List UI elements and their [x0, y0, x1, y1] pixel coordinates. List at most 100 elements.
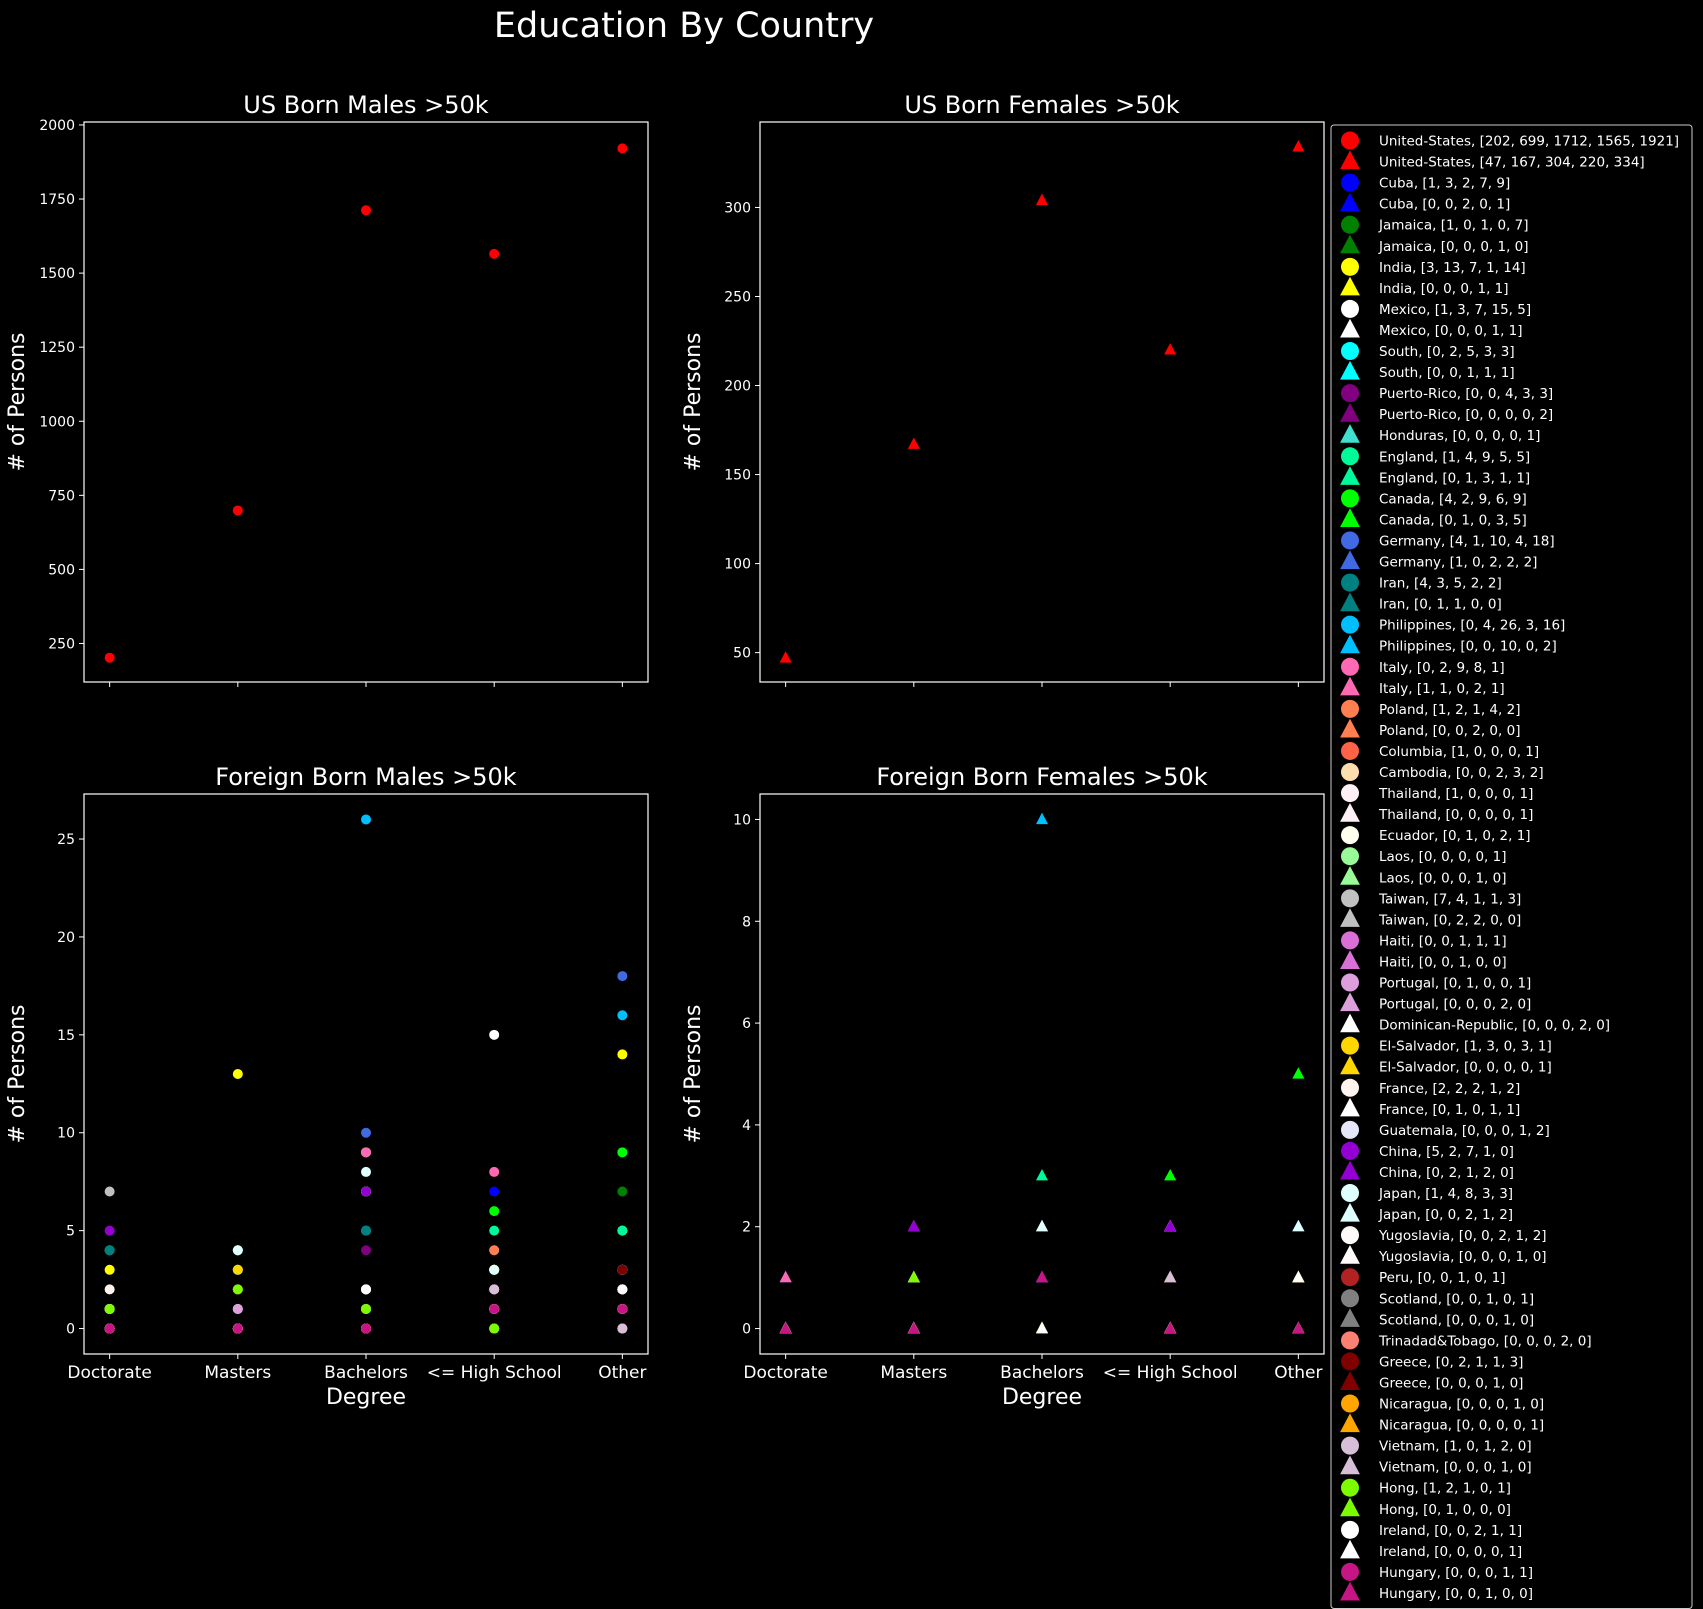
- legend-entry: Taiwan, [0, 2, 2, 0, 0]: [1340, 908, 1521, 928]
- point-vietnam: [489, 1284, 500, 1295]
- y-tick-label: 250: [48, 636, 75, 652]
- legend-circle-icon: [1341, 531, 1359, 550]
- y-tick-label: 10: [733, 812, 751, 828]
- y-tick-label: 50: [733, 646, 751, 662]
- point-united-states: [232, 505, 243, 516]
- y-tick-label: 15: [57, 1028, 75, 1044]
- legend-label: Taiwan, [0, 2, 2, 0, 0]: [1378, 912, 1521, 928]
- point-philippines: [361, 814, 371, 825]
- legend-circle-icon: [1341, 615, 1359, 634]
- legend-entry: Hungary, [0, 0, 1, 0, 0]: [1340, 1581, 1533, 1602]
- legend-entry: France, [2, 2, 2, 1, 2]: [1341, 1078, 1520, 1097]
- legend-label: Hong, [0, 1, 0, 0, 0]: [1379, 1502, 1511, 1518]
- legend-entry: Laos, [0, 0, 0, 0, 1]: [1341, 847, 1506, 866]
- legend-circle-icon: [1341, 1268, 1359, 1287]
- legend-triangle-icon: [1340, 1160, 1360, 1180]
- legend-entry: Haiti, [0, 0, 1, 0, 0]: [1340, 950, 1507, 970]
- legend-entry: Nicaragua, [0, 0, 0, 1, 0]: [1341, 1394, 1544, 1413]
- point-hungary: [779, 1321, 792, 1334]
- legend-circle-icon: [1341, 1184, 1359, 1203]
- legend-circle-icon: [1341, 931, 1359, 950]
- x-tick-label: <= High School: [1103, 1363, 1238, 1383]
- legend-label: Trinadad&Tobago, [0, 0, 0, 2, 0]: [1378, 1333, 1592, 1349]
- legend-circle-icon: [1341, 1562, 1359, 1581]
- legend-label: Greece, [0, 2, 1, 1, 3]: [1379, 1354, 1523, 1370]
- point-hungary: [361, 1323, 371, 1334]
- point-ireland: [1292, 1270, 1305, 1283]
- point-taiwan: [104, 1186, 115, 1197]
- legend-label: Vietnam, [1, 0, 1, 2, 0]: [1379, 1439, 1532, 1455]
- legend-circle-icon: [1341, 763, 1359, 782]
- legend-triangle-icon: [1340, 1245, 1360, 1264]
- point-england: [617, 1225, 628, 1236]
- legend-triangle-icon: [1340, 1371, 1360, 1390]
- x-tick-label: Doctorate: [743, 1363, 827, 1383]
- x-tick-label: Doctorate: [67, 1363, 151, 1383]
- legend-entry: England, [1, 4, 9, 5, 5]: [1341, 447, 1530, 466]
- legend-label: England, [1, 4, 9, 5, 5]: [1379, 449, 1530, 465]
- legend-entry: United-States, [47, 167, 304, 220, 334]: [1340, 150, 1645, 171]
- point-united-states: [907, 437, 920, 449]
- legend-triangle-icon: [1340, 1097, 1360, 1117]
- panel-4: Foreign Born Females >50k 0 2 4 6 8 10 Doctorat…: [681, 763, 1325, 1410]
- point-united-states: [104, 652, 115, 663]
- legend-label: Japan, [0, 0, 2, 1, 2]: [1378, 1207, 1513, 1223]
- x-axis-label: Degree: [1002, 1385, 1082, 1410]
- legend-circle-icon: [1341, 299, 1359, 318]
- panel-3: Foreign Born Males >50k 0 5 10 15 20 25 Doctora…: [5, 763, 649, 1410]
- legend-entry: Cuba, [0, 0, 2, 0, 1]: [1340, 192, 1510, 213]
- legend-entry: Jamaica, [1, 0, 1, 0, 7]: [1341, 215, 1529, 234]
- legend-label: Portugal, [0, 1, 0, 0, 1]: [1379, 976, 1531, 992]
- legend-circle-icon: [1341, 699, 1359, 718]
- legend-triangle-icon: [1340, 424, 1360, 443]
- legend-entry: India, [3, 13, 7, 1, 14]: [1341, 257, 1526, 276]
- y-tick-label: 500: [48, 562, 75, 578]
- y-tick-label: 5: [66, 1224, 75, 1240]
- legend-label: India, [3, 13, 7, 1, 14]: [1379, 260, 1526, 276]
- panel-title: US Born Females >50k: [904, 91, 1179, 119]
- point-germany: [617, 971, 628, 982]
- y-tick-label: 2000: [39, 118, 75, 134]
- legend-label: Italy, [0, 2, 9, 8, 1]: [1379, 660, 1505, 676]
- point-india: [617, 1049, 628, 1060]
- point-philippines: [617, 1010, 628, 1021]
- point-hungary: [617, 1303, 628, 1314]
- legend-entry: Greece, [0, 2, 1, 1, 3]: [1341, 1352, 1523, 1371]
- panels: US Born Males >50k2505007501000125015001…: [5, 91, 1325, 1410]
- legend-triangle-icon: [1340, 1413, 1360, 1433]
- legend-label: Honduras, [0, 0, 0, 0, 1]: [1379, 428, 1540, 444]
- legend-label: Canada, [0, 1, 0, 3, 5]: [1379, 512, 1527, 528]
- point-hong: [907, 1270, 920, 1283]
- point-france: [104, 1284, 115, 1295]
- panel-title: Foreign Born Females >50k: [876, 763, 1207, 791]
- legend-circle-icon: [1341, 1141, 1359, 1160]
- point-vietnam: [617, 1323, 628, 1334]
- legend-circle-icon: [1341, 1520, 1359, 1539]
- point-canada: [489, 1206, 500, 1217]
- legend-circle-icon: [1341, 847, 1359, 866]
- legend-circle-icon: [1341, 889, 1359, 908]
- y-tick-label: 8: [742, 914, 751, 930]
- legend-circle-icon: [1341, 1352, 1359, 1371]
- legend-label: Haiti, [0, 0, 1, 1, 1]: [1379, 933, 1507, 949]
- legend-entry: Yugoslavia, [0, 0, 2, 1, 2]: [1341, 1226, 1547, 1245]
- legend-label: England, [0, 1, 3, 1, 1]: [1379, 470, 1530, 486]
- point-china: [907, 1219, 920, 1232]
- legend-triangle-icon: [1340, 508, 1360, 527]
- legend-entry: France, [0, 1, 0, 1, 1]: [1340, 1097, 1520, 1118]
- point-germany: [361, 1127, 371, 1138]
- legend-triangle-icon: [1340, 1013, 1360, 1033]
- legend-label: Nicaragua, [0, 0, 0, 0, 1]: [1379, 1418, 1544, 1434]
- y-tick-label: 1250: [39, 340, 75, 356]
- y-tick-label: 1500: [39, 266, 75, 282]
- x-tick-label: Other: [1274, 1363, 1322, 1383]
- legend-circle-icon: [1341, 215, 1359, 234]
- point-united-states: [617, 143, 628, 154]
- legend-entry: Philippines, [0, 4, 26, 3, 16]: [1341, 615, 1565, 634]
- legend-circle-icon: [1341, 489, 1359, 508]
- y-tick-label: 0: [742, 1322, 751, 1338]
- legend-entry: Columbia, [1, 0, 0, 0, 1]: [1341, 741, 1539, 760]
- legend-entry: Japan, [1, 4, 8, 3, 3]: [1341, 1184, 1513, 1203]
- legend-label: Ireland, [0, 0, 0, 0, 1]: [1379, 1544, 1522, 1560]
- y-tick-label: 300: [724, 200, 751, 216]
